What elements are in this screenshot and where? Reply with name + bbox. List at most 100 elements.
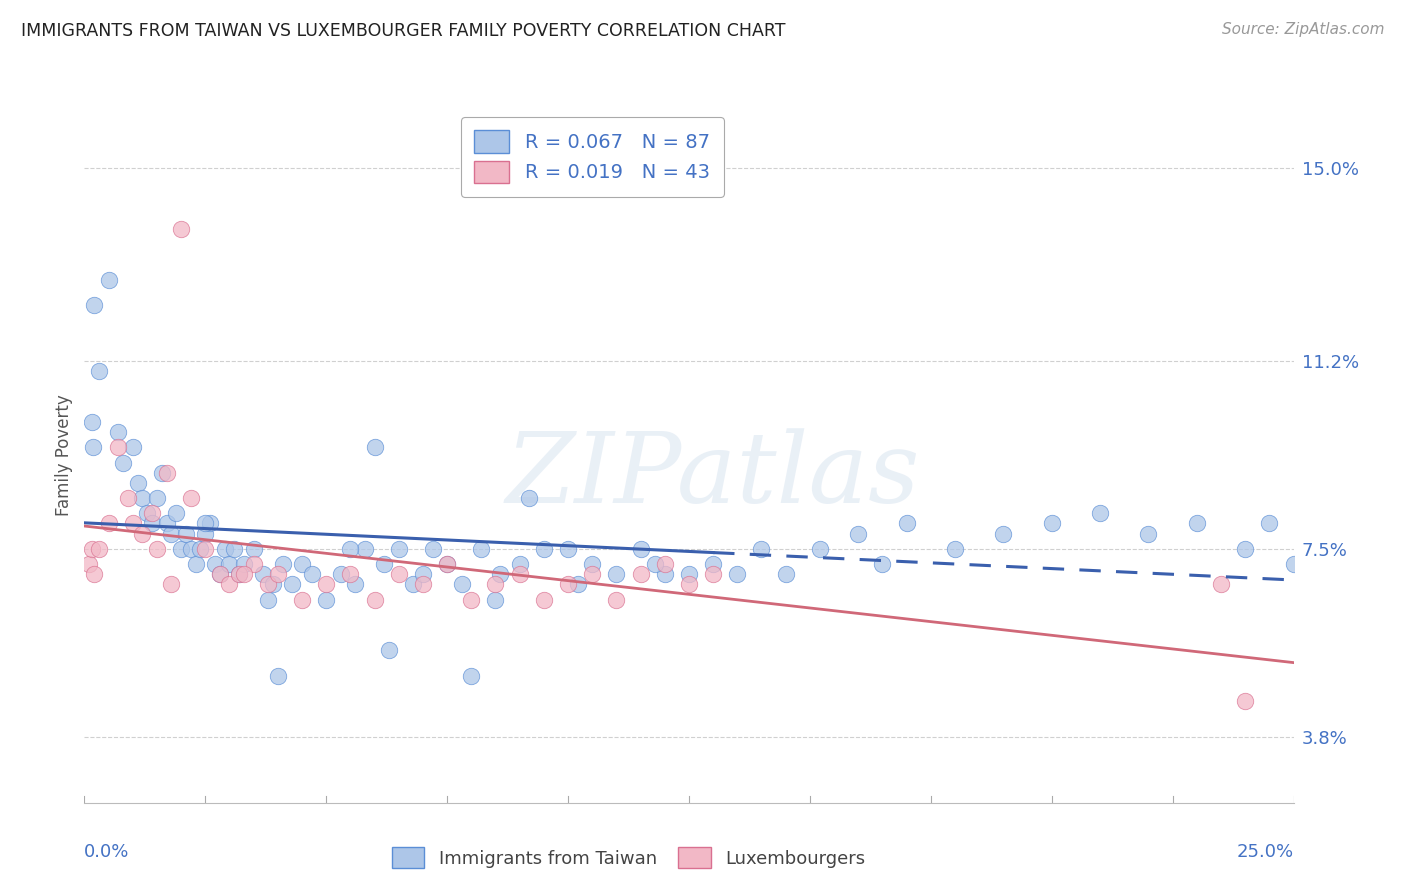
Point xyxy=(412,577,434,591)
Point xyxy=(87,364,110,378)
Point xyxy=(533,541,555,556)
Text: ZIPatlas: ZIPatlas xyxy=(506,428,921,524)
Point xyxy=(678,567,700,582)
Point xyxy=(155,466,177,480)
Point xyxy=(363,592,385,607)
Point xyxy=(1137,526,1160,541)
Point xyxy=(329,567,352,582)
Point xyxy=(198,516,221,531)
Point xyxy=(117,491,139,505)
Point xyxy=(702,567,724,582)
Point xyxy=(262,577,284,591)
Point xyxy=(363,440,385,454)
Point xyxy=(678,577,700,591)
Point xyxy=(354,541,377,556)
Point xyxy=(344,577,367,591)
Point xyxy=(257,592,280,607)
Point xyxy=(1209,577,1232,591)
Point xyxy=(82,440,104,454)
Point xyxy=(267,669,290,683)
Point xyxy=(228,567,250,582)
Point xyxy=(808,541,831,556)
Text: 0.0%: 0.0% xyxy=(84,843,129,861)
Point xyxy=(517,491,540,505)
Point xyxy=(412,567,434,582)
Point xyxy=(112,456,135,470)
Point xyxy=(605,567,627,582)
Point xyxy=(654,567,676,582)
Point xyxy=(180,541,202,556)
Point xyxy=(557,577,579,591)
Point xyxy=(489,567,512,582)
Point xyxy=(581,557,603,571)
Point xyxy=(1185,516,1208,531)
Point xyxy=(484,592,506,607)
Point xyxy=(121,440,143,454)
Point xyxy=(271,557,294,571)
Point xyxy=(460,592,482,607)
Point xyxy=(170,222,193,236)
Point xyxy=(460,669,482,683)
Point xyxy=(378,643,401,657)
Point xyxy=(121,516,143,531)
Point xyxy=(131,526,153,541)
Point xyxy=(146,491,169,505)
Point xyxy=(127,475,149,490)
Point xyxy=(77,557,100,571)
Point xyxy=(339,541,361,556)
Point xyxy=(943,541,966,556)
Point xyxy=(170,541,193,556)
Point xyxy=(165,506,187,520)
Point xyxy=(630,541,652,556)
Point xyxy=(993,526,1015,541)
Point xyxy=(214,541,236,556)
Point xyxy=(484,577,506,591)
Point xyxy=(388,541,411,556)
Point xyxy=(204,557,226,571)
Point xyxy=(83,298,105,312)
Point xyxy=(388,567,411,582)
Point xyxy=(702,557,724,571)
Point xyxy=(208,567,231,582)
Point xyxy=(218,557,240,571)
Point xyxy=(725,567,748,582)
Point xyxy=(174,526,197,541)
Point xyxy=(450,577,472,591)
Point xyxy=(87,541,110,556)
Point xyxy=(291,592,314,607)
Point xyxy=(224,541,246,556)
Point xyxy=(1258,516,1281,531)
Point xyxy=(194,516,217,531)
Point xyxy=(581,567,603,582)
Point xyxy=(509,567,531,582)
Point xyxy=(136,506,159,520)
Point xyxy=(605,592,627,607)
Point xyxy=(80,541,103,556)
Point xyxy=(233,567,256,582)
Point xyxy=(160,577,183,591)
Point xyxy=(107,440,129,454)
Point xyxy=(896,516,918,531)
Point xyxy=(228,567,250,582)
Point xyxy=(194,526,217,541)
Text: 25.0%: 25.0% xyxy=(1236,843,1294,861)
Point xyxy=(155,516,177,531)
Point xyxy=(436,557,458,571)
Text: IMMIGRANTS FROM TAIWAN VS LUXEMBOURGER FAMILY POVERTY CORRELATION CHART: IMMIGRANTS FROM TAIWAN VS LUXEMBOURGER F… xyxy=(21,22,786,40)
Point xyxy=(567,577,589,591)
Point xyxy=(80,415,103,429)
Point xyxy=(654,557,676,571)
Y-axis label: Family Poverty: Family Poverty xyxy=(55,394,73,516)
Point xyxy=(422,541,444,556)
Point xyxy=(281,577,304,591)
Point xyxy=(1088,506,1111,520)
Point xyxy=(751,541,773,556)
Legend: Immigrants from Taiwan, Luxembourgers: Immigrants from Taiwan, Luxembourgers xyxy=(382,838,875,877)
Point xyxy=(141,516,163,531)
Point xyxy=(252,567,274,582)
Point xyxy=(190,541,212,556)
Point xyxy=(291,557,314,571)
Point xyxy=(509,557,531,571)
Point xyxy=(315,577,337,591)
Point xyxy=(233,557,256,571)
